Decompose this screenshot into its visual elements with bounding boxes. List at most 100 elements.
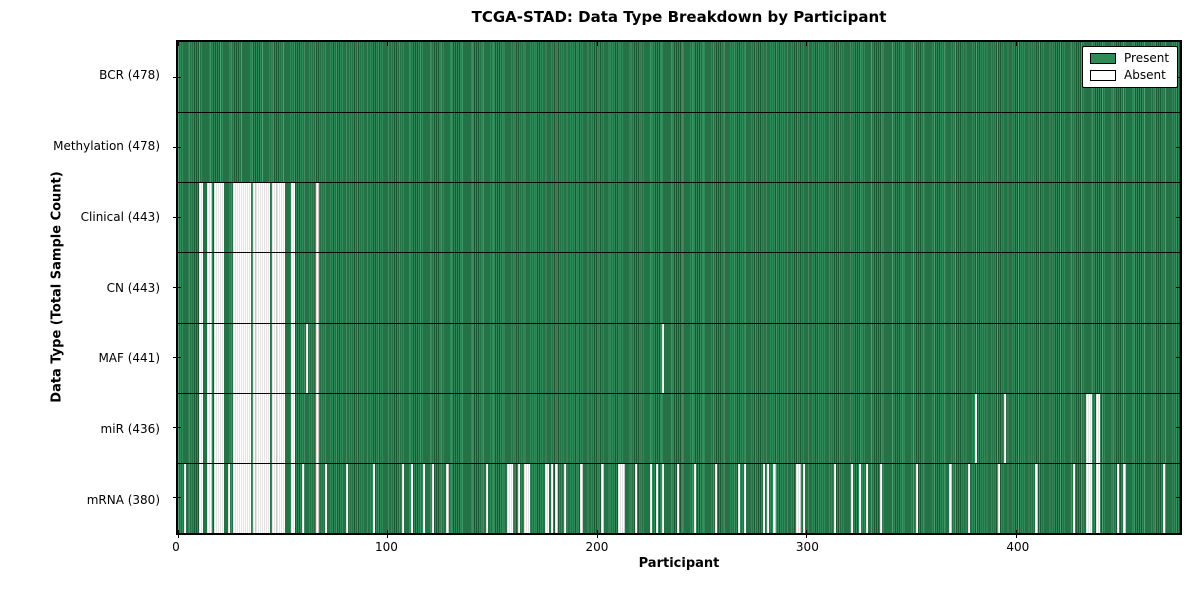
- absent-stripe: [272, 463, 275, 533]
- y-tick-label-maf: MAF (441): [98, 351, 160, 366]
- x-tick-label: 400: [1006, 540, 1030, 554]
- x-tick-label: 0: [172, 540, 180, 554]
- y-tick-labels: BCR (478) Methylation (478) Clinical (443)…: [0, 40, 168, 535]
- absent-stripe: [274, 253, 277, 323]
- absent-stripe: [219, 393, 223, 463]
- absent-stripe: [274, 183, 277, 253]
- absent-stripe: [511, 463, 514, 533]
- y-tick-mark: [173, 216, 181, 218]
- absent-stripe: [737, 463, 740, 533]
- absent-stripe: [266, 253, 269, 323]
- absent-stripe: [859, 463, 862, 533]
- y-tick-label-bcr: BCR (478): [99, 68, 160, 83]
- absent-stripe: [274, 393, 277, 463]
- absent-stripe: [1003, 393, 1007, 463]
- x-tick-mark: [387, 530, 389, 538]
- absent-stripe: [257, 463, 260, 533]
- absent-stripe: [798, 463, 801, 533]
- absent-stripe: [1098, 463, 1101, 533]
- absent-stripe: [238, 183, 241, 253]
- absent-stripe: [201, 323, 204, 393]
- absent-stripe: [278, 253, 281, 323]
- y-tick-mark: [173, 76, 181, 78]
- x-tick-mark: [1015, 530, 1017, 538]
- absent-stripe: [282, 183, 285, 253]
- absent-stripe: [253, 393, 256, 463]
- absent-stripe: [213, 183, 216, 253]
- absent-stripe: [249, 393, 252, 463]
- absent-stripe: [1098, 393, 1101, 463]
- absent-stripe: [850, 463, 854, 533]
- absent-stripe: [209, 323, 212, 393]
- absent-stripe: [291, 393, 294, 463]
- absent-stripe: [1096, 393, 1099, 463]
- absent-stripe: [238, 323, 241, 393]
- absent-stripe: [1087, 463, 1090, 533]
- absent-stripe: [266, 463, 269, 533]
- absent-stripe: [282, 253, 285, 323]
- absent-stripe: [245, 463, 248, 533]
- absent-stripe: [291, 323, 294, 393]
- absent-stripe: [276, 463, 279, 533]
- absent-stripe: [222, 393, 225, 463]
- legend-label-absent: Absent: [1124, 68, 1166, 82]
- absent-stripe: [207, 393, 210, 463]
- absent-stripe: [240, 323, 244, 393]
- absent-stripe: [282, 323, 285, 393]
- legend: Present Absent: [1082, 46, 1178, 88]
- legend-label-present: Present: [1124, 51, 1170, 65]
- absent-stripe: [525, 463, 529, 533]
- absent-stripe: [261, 323, 265, 393]
- absent-stripe: [247, 183, 250, 253]
- absent-stripe: [802, 463, 805, 533]
- absent-stripe: [272, 253, 275, 323]
- absent-stripe: [238, 463, 241, 533]
- absent-swatch-icon: [1090, 70, 1116, 81]
- absent-stripe: [1096, 463, 1099, 533]
- absent-stripe: [232, 323, 235, 393]
- x-tick-labels: 0 100 200 300 400: [172, 540, 1182, 556]
- absent-stripe: [431, 463, 434, 533]
- absent-stripe: [1087, 393, 1090, 463]
- absent-stripe: [249, 323, 252, 393]
- absent-stripe: [316, 323, 319, 393]
- heatmap-row-mrna: [178, 462, 1180, 533]
- absent-stripe: [222, 323, 225, 393]
- absent-stripe: [1163, 463, 1166, 533]
- absent-stripe: [762, 463, 766, 533]
- absent-stripe: [255, 463, 258, 533]
- absent-stripe: [618, 463, 621, 533]
- absent-stripe: [238, 393, 241, 463]
- absent-stripe: [676, 463, 680, 533]
- absent-stripe: [372, 463, 376, 533]
- y-tick-label-clinical: Clinical (443): [80, 209, 160, 224]
- legend-item-present: Present: [1090, 52, 1170, 65]
- absent-stripe: [198, 183, 202, 253]
- absent-stripe: [215, 463, 218, 533]
- absent-stripe: [268, 393, 271, 463]
- absent-stripe: [234, 253, 237, 323]
- absent-stripe: [198, 323, 202, 393]
- absent-stripe: [551, 463, 554, 533]
- absent-stripe: [236, 253, 239, 323]
- heatmap-row-maf: [178, 322, 1180, 393]
- absent-stripe: [345, 463, 348, 533]
- absent-stripe: [743, 463, 747, 533]
- absent-stripe: [324, 463, 327, 533]
- absent-stripe: [293, 323, 296, 393]
- absent-stripe: [1089, 463, 1093, 533]
- present-swatch-icon: [1090, 53, 1116, 64]
- heatmap-row-clinical: [178, 182, 1180, 253]
- y-tick-mark: [173, 427, 181, 429]
- absent-stripe: [555, 463, 558, 533]
- y-tick-mark: [173, 497, 181, 499]
- absent-stripe: [268, 323, 271, 393]
- absent-stripe: [291, 253, 294, 323]
- heatmap-row-mir: [178, 392, 1180, 463]
- absent-stripe: [274, 463, 277, 533]
- absent-stripe: [997, 463, 1000, 533]
- absent-stripe: [213, 463, 216, 533]
- absent-stripe: [268, 253, 271, 323]
- absent-stripe: [261, 393, 265, 463]
- absent-stripe: [240, 253, 244, 323]
